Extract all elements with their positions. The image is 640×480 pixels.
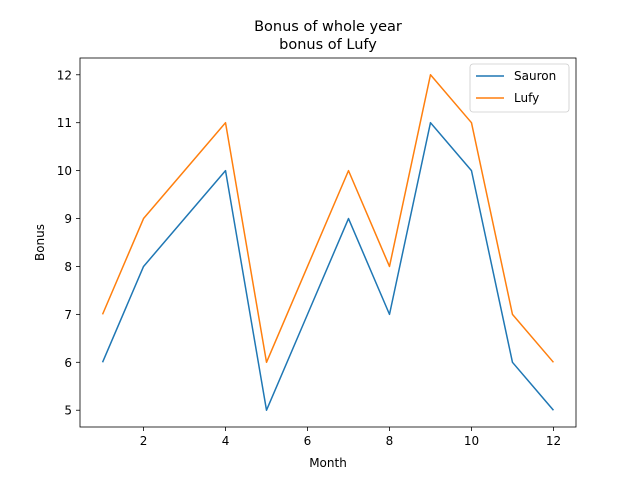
series-layer: [101, 74, 555, 411]
chart-subtitle: bonus of Lufy: [279, 37, 377, 53]
y-tick-label: 9: [64, 212, 72, 226]
y-tick-label: 10: [57, 164, 72, 178]
y-tick-label: 7: [64, 308, 72, 322]
x-axis-label: Month: [309, 456, 347, 470]
series-line-lufy: [101, 74, 555, 364]
y-axis-label: Bonus: [33, 224, 47, 261]
chart-title: Bonus of whole year: [254, 19, 402, 35]
legend-label-lufy: Lufy: [514, 91, 539, 105]
x-tick-label: 4: [222, 434, 230, 448]
x-tick-label: 10: [464, 434, 479, 448]
y-tick-label: 12: [57, 68, 72, 82]
plot-frame: [79, 57, 577, 428]
x-tick-label: 6: [304, 434, 312, 448]
y-tick-label: 8: [64, 260, 72, 274]
series-line-sauron: [101, 121, 555, 411]
legend-label-sauron: Sauron: [514, 69, 556, 83]
y-tick-label: 5: [64, 404, 72, 418]
x-axis-ticks: 2 4 6 8 10 12: [140, 427, 561, 448]
x-tick-label: 12: [546, 434, 561, 448]
y-tick-label: 6: [64, 356, 72, 370]
legend: Sauron Lufy: [469, 63, 570, 113]
y-tick-label: 11: [57, 116, 72, 130]
x-tick-label: 2: [140, 434, 148, 448]
y-axis-ticks: 5 6 7 8 9 10 11 12: [57, 68, 80, 418]
x-tick-label: 8: [386, 434, 394, 448]
